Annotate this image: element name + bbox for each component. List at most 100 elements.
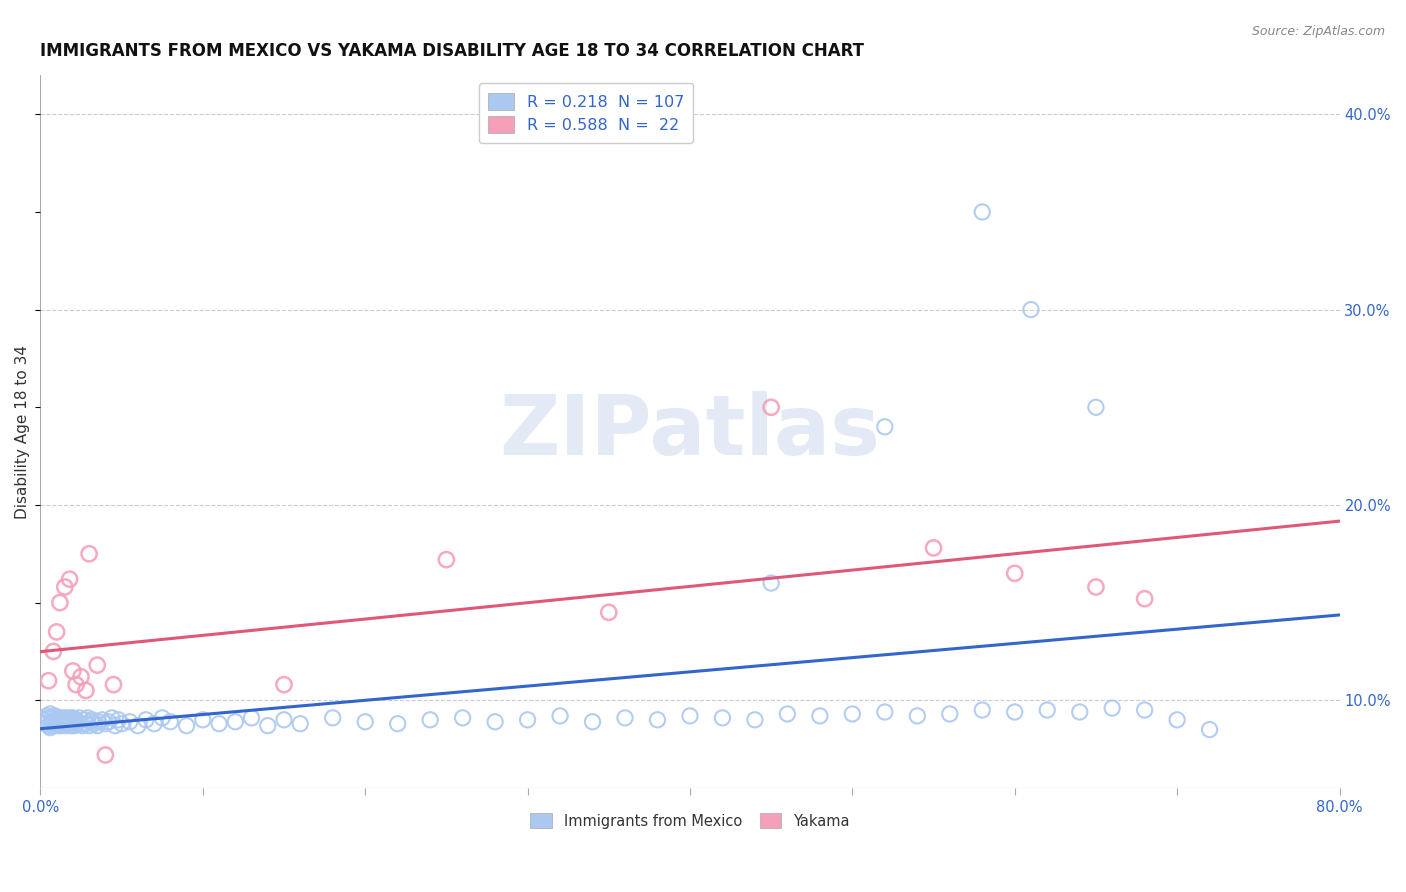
Point: [143, 716, 166, 731]
Point: [451, 711, 474, 725]
Point: [647, 713, 669, 727]
Point: [905, 709, 928, 723]
Point: [1004, 566, 1026, 581]
Point: [614, 711, 637, 725]
Point: [38, 711, 60, 725]
Point: [56, 713, 79, 727]
Point: [42, 644, 65, 658]
Point: [776, 706, 799, 721]
Point: [77, 719, 100, 733]
Point: [273, 678, 295, 692]
Point: [744, 713, 766, 727]
Point: [59, 714, 82, 729]
Point: [51, 711, 73, 725]
Point: [548, 709, 571, 723]
Point: [972, 205, 994, 219]
Point: [354, 714, 377, 729]
Point: [873, 705, 896, 719]
Point: [208, 716, 231, 731]
Point: [103, 678, 125, 692]
Point: [419, 713, 441, 727]
Point: [39, 706, 62, 721]
Point: [39, 721, 62, 735]
Point: [76, 711, 98, 725]
Point: [45, 713, 67, 727]
Point: [67, 711, 90, 725]
Point: [1133, 591, 1156, 606]
Point: [49, 716, 72, 731]
Point: [51, 719, 73, 733]
Point: [66, 714, 89, 729]
Point: [46, 714, 69, 729]
Point: [679, 709, 702, 723]
Point: [387, 716, 409, 731]
Point: [53, 716, 76, 731]
Point: [97, 714, 120, 729]
Point: [150, 711, 173, 725]
Point: [52, 714, 75, 729]
Point: [110, 716, 132, 731]
Point: [598, 606, 620, 620]
Point: [1069, 705, 1091, 719]
Point: [118, 714, 141, 729]
Point: [65, 716, 87, 731]
Point: [86, 719, 108, 733]
Point: [45, 624, 67, 639]
Point: [711, 711, 734, 725]
Point: [484, 714, 506, 729]
Text: Source: ZipAtlas.com: Source: ZipAtlas.com: [1251, 25, 1385, 38]
Point: [60, 719, 83, 733]
Point: [808, 709, 831, 723]
Point: [972, 703, 994, 717]
Point: [759, 401, 782, 415]
Point: [53, 580, 76, 594]
Point: [224, 714, 246, 729]
Point: [62, 711, 84, 725]
Point: [49, 596, 72, 610]
Point: [77, 547, 100, 561]
Point: [516, 713, 538, 727]
Point: [44, 713, 66, 727]
Point: [49, 713, 72, 727]
Point: [53, 711, 76, 725]
Point: [80, 714, 103, 729]
Point: [1036, 703, 1059, 717]
Point: [55, 714, 77, 729]
Point: [34, 716, 56, 731]
Point: [35, 709, 58, 723]
Point: [44, 709, 66, 723]
Point: [63, 719, 86, 733]
Point: [176, 719, 198, 733]
Point: [60, 713, 83, 727]
Point: [41, 714, 63, 729]
Point: [55, 719, 77, 733]
Legend: Immigrants from Mexico, Yakama: Immigrants from Mexico, Yakama: [524, 807, 855, 834]
Point: [273, 713, 295, 727]
Point: [1101, 701, 1123, 715]
Point: [42, 719, 65, 733]
Point: [91, 713, 114, 727]
Point: [434, 552, 457, 566]
Point: [87, 714, 110, 729]
Point: [759, 576, 782, 591]
Point: [101, 711, 124, 725]
Y-axis label: Disability Age 18 to 34: Disability Age 18 to 34: [15, 344, 30, 518]
Point: [104, 719, 127, 733]
Point: [65, 713, 87, 727]
Point: [1198, 723, 1220, 737]
Point: [65, 678, 87, 692]
Point: [256, 719, 278, 733]
Point: [38, 673, 60, 688]
Point: [581, 714, 603, 729]
Point: [32, 713, 55, 727]
Point: [841, 706, 863, 721]
Point: [94, 716, 117, 731]
Point: [73, 713, 96, 727]
Point: [59, 711, 82, 725]
Point: [62, 664, 84, 678]
Point: [1084, 401, 1107, 415]
Point: [939, 706, 962, 721]
Point: [45, 711, 67, 725]
Point: [290, 716, 312, 731]
Point: [1019, 302, 1042, 317]
